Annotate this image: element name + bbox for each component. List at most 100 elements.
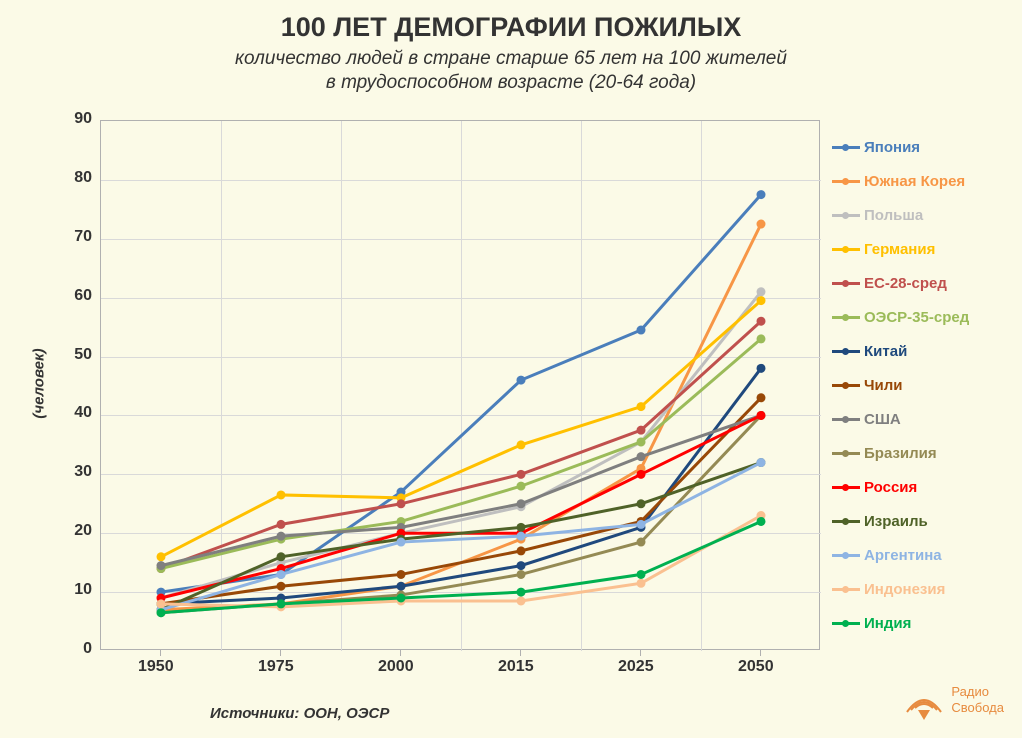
series-marker [397,538,406,547]
series-marker [757,220,766,229]
legend-swatch-line [832,316,860,319]
legend-swatch-dot [842,280,849,287]
legend-label: Чили [864,377,903,394]
series-marker [757,458,766,467]
series-marker [757,287,766,296]
x-tick-mark [640,650,641,656]
legend-swatch-line [832,452,860,455]
series-marker [757,317,766,326]
series-marker [637,452,646,461]
legend-label: Индонезия [864,581,945,598]
legend-label: США [864,411,901,428]
legend-swatch-line [832,622,860,625]
series-marker [757,190,766,199]
x-tick-label: 2025 [618,658,654,676]
series-marker [637,520,646,529]
plot-area [100,120,820,650]
legend-swatch-dot [842,348,849,355]
legend-label: Германия [864,241,935,258]
series-svg [101,121,821,651]
legend: ЯпонияЮжная КореяПольшаГерманияЕС-28-сре… [832,130,969,640]
watermark: РадиоСвобода [901,680,1004,720]
series-marker [757,393,766,402]
series-marker [277,582,286,591]
series-marker [637,426,646,435]
legend-swatch-dot [842,144,849,151]
legend-label: Япония [864,139,920,156]
series-marker [157,608,166,617]
series-marker [277,532,286,541]
legend-swatch-line [832,214,860,217]
series-marker [397,594,406,603]
legend-label: Россия [864,479,917,496]
legend-item: Бразилия [832,436,969,470]
legend-swatch-dot [842,518,849,525]
y-tick-label: 70 [74,228,92,246]
legend-swatch-dot [842,246,849,253]
legend-label: ЕС-28-сред [864,275,947,292]
legend-item: Индонезия [832,572,969,606]
x-tick-mark [280,650,281,656]
watermark-line1: Радио [951,684,989,699]
legend-item: Китай [832,334,969,368]
legend-item: Чили [832,368,969,402]
legend-swatch-dot [842,620,849,627]
y-tick-label: 90 [74,110,92,128]
x-tick-label: 2015 [498,658,534,676]
series-marker [517,482,526,491]
series-marker [277,490,286,499]
legend-swatch-dot [842,450,849,457]
legend-swatch-line [832,554,860,557]
legend-label: Аргентина [864,547,942,564]
legend-swatch-dot [842,552,849,559]
series-marker [397,582,406,591]
series-marker [637,499,646,508]
chart-container: 100 ЛЕТ ДЕМОГРАФИИ ПОЖИЛЫХколичество люд… [0,0,1022,738]
series-marker [157,552,166,561]
x-tick-label: 1975 [258,658,294,676]
legend-swatch-dot [842,314,849,321]
chart-subtitle-line1: количество людей в стране старше 65 лет … [0,48,1022,70]
legend-swatch-line [832,486,860,489]
y-tick-label: 50 [74,346,92,364]
series-marker [517,570,526,579]
legend-item: Аргентина [832,538,969,572]
series-marker [517,499,526,508]
legend-label: Бразилия [864,445,937,462]
source-text: Источники: ООН, ОЭСР [210,705,389,722]
x-tick-mark [760,650,761,656]
legend-swatch-dot [842,382,849,389]
legend-swatch-dot [842,212,849,219]
watermark-icon [901,680,947,720]
legend-label: Израиль [864,513,928,530]
legend-item: Россия [832,470,969,504]
series-marker [277,520,286,529]
legend-label: Китай [864,343,907,360]
legend-swatch-line [832,520,860,523]
x-tick-label: 1950 [138,658,174,676]
legend-label: Южная Корея [864,173,965,190]
legend-swatch-line [832,146,860,149]
legend-item: США [832,402,969,436]
legend-swatch-line [832,180,860,183]
y-tick-label: 40 [74,404,92,422]
legend-swatch-dot [842,484,849,491]
series-marker [157,599,166,608]
series-marker [517,588,526,597]
y-tick-label: 80 [74,169,92,187]
legend-swatch-line [832,418,860,421]
legend-swatch-line [832,350,860,353]
series-marker [517,561,526,570]
legend-item: Израиль [832,504,969,538]
series-marker [637,402,646,411]
legend-label: Индия [864,615,911,632]
series-marker [637,538,646,547]
y-axis-label: (человек) [31,348,48,418]
series-marker [397,499,406,508]
x-tick-label: 2000 [378,658,414,676]
series-marker [517,546,526,555]
legend-swatch-line [832,248,860,251]
y-tick-label: 30 [74,463,92,481]
series-marker [637,570,646,579]
series-marker [757,296,766,305]
